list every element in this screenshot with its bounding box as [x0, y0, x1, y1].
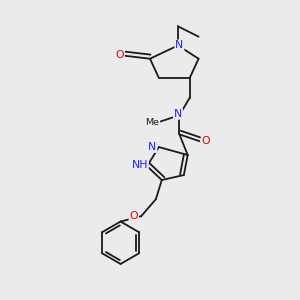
Text: NH: NH — [131, 160, 148, 170]
Text: O: O — [116, 50, 124, 60]
Text: Me: Me — [146, 118, 159, 127]
Text: N: N — [148, 142, 157, 152]
Text: N: N — [174, 109, 182, 119]
Text: O: O — [202, 136, 210, 146]
Text: O: O — [130, 211, 138, 221]
Text: N: N — [175, 40, 184, 50]
